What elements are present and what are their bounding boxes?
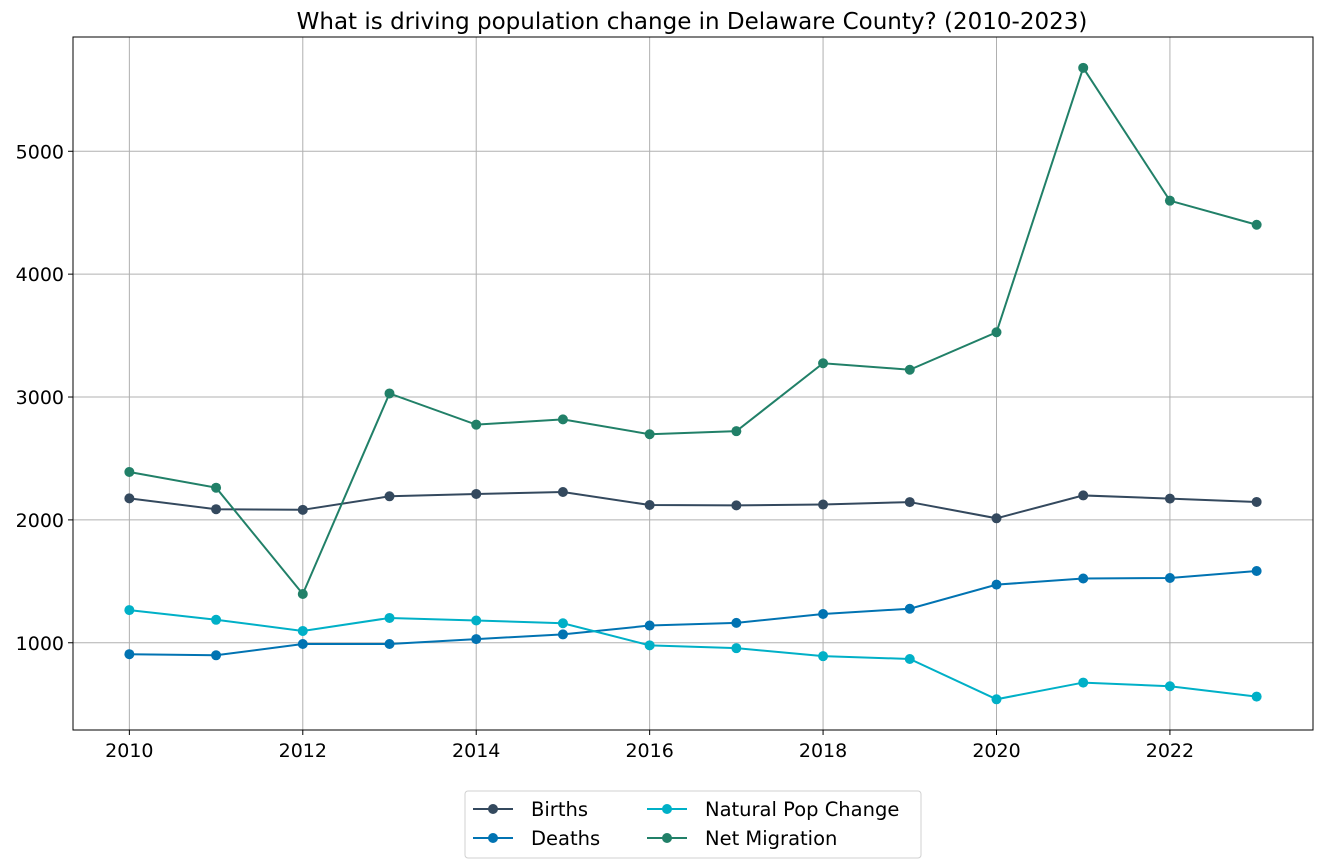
legend-label: Net Migration bbox=[705, 827, 837, 850]
data-point-net-migration bbox=[644, 429, 655, 440]
data-point-natural-pop-change bbox=[904, 653, 915, 664]
data-point-deaths bbox=[1078, 573, 1089, 584]
data-point-deaths bbox=[297, 638, 308, 649]
data-point-net-migration bbox=[471, 419, 482, 430]
data-point-deaths bbox=[1251, 566, 1262, 577]
data-point-natural-pop-change bbox=[124, 605, 135, 616]
data-point-natural-pop-change bbox=[471, 615, 482, 626]
data-point-deaths bbox=[384, 638, 395, 649]
series-line-births bbox=[129, 490, 1257, 520]
x-axis: 2010 2012 2014 2016 2018 2020 2022 bbox=[105, 730, 1194, 762]
series-line-net-migration bbox=[129, 65, 1257, 596]
data-point-deaths bbox=[471, 634, 482, 645]
data-point-deaths bbox=[731, 617, 742, 628]
series-births bbox=[124, 486, 1262, 524]
legend-label: Natural Pop Change bbox=[705, 798, 899, 821]
data-point-natural-pop-change bbox=[818, 651, 829, 662]
data-point-deaths bbox=[904, 603, 915, 614]
series-line-deaths bbox=[129, 570, 1257, 657]
data-point-natural-pop-change bbox=[1164, 681, 1175, 692]
y-tick-label: 3000 bbox=[16, 387, 64, 409]
data-point-births bbox=[471, 488, 482, 499]
data-point-births bbox=[991, 513, 1002, 524]
data-point-births bbox=[211, 504, 222, 515]
y-tick-label: 2000 bbox=[16, 510, 64, 532]
data-point-natural-pop-change bbox=[731, 643, 742, 654]
data-point-natural-pop-change bbox=[557, 618, 568, 629]
data-point-net-migration bbox=[297, 588, 308, 599]
grid bbox=[73, 37, 1313, 730]
data-point-deaths bbox=[818, 609, 829, 620]
x-tick-label: 2020 bbox=[972, 740, 1020, 762]
data-point-deaths bbox=[124, 649, 135, 660]
data-point-net-migration bbox=[384, 388, 395, 399]
data-point-net-migration bbox=[818, 358, 829, 369]
data-point-births bbox=[124, 493, 135, 504]
data-point-births bbox=[1251, 496, 1262, 507]
data-point-natural-pop-change bbox=[1078, 677, 1089, 688]
x-tick-label: 2022 bbox=[1146, 740, 1194, 762]
data-point-natural-pop-change bbox=[297, 625, 308, 636]
data-point-births bbox=[818, 499, 829, 510]
legend-item: Births bbox=[473, 798, 588, 821]
series-line-natural-pop-change bbox=[129, 609, 1257, 701]
y-tick-label: 4000 bbox=[16, 264, 64, 286]
legend-swatch-marker bbox=[662, 804, 672, 814]
data-point-net-migration bbox=[991, 327, 1002, 338]
data-point-natural-pop-change bbox=[644, 640, 655, 651]
x-tick-label: 2014 bbox=[452, 740, 500, 762]
legend-swatch-marker bbox=[662, 833, 672, 843]
data-point-births bbox=[1078, 490, 1089, 501]
legend-label: Births bbox=[531, 798, 588, 821]
data-point-net-migration bbox=[211, 482, 222, 493]
plot-frame bbox=[72, 36, 1314, 731]
data-point-births bbox=[904, 497, 915, 508]
series-net-migration bbox=[124, 62, 1262, 599]
data-point-net-migration bbox=[731, 426, 742, 437]
data-point-natural-pop-change bbox=[211, 614, 222, 625]
data-point-net-migration bbox=[557, 414, 568, 425]
chart-title: What is driving population change in Del… bbox=[297, 9, 1088, 35]
x-tick-label: 2016 bbox=[625, 740, 673, 762]
legend-item: Natural Pop Change bbox=[647, 798, 899, 821]
x-tick-label: 2010 bbox=[105, 740, 153, 762]
series-natural-pop-change bbox=[124, 605, 1262, 705]
data-point-net-migration bbox=[1164, 195, 1175, 206]
data-point-births bbox=[384, 491, 395, 502]
data-point-deaths bbox=[1164, 573, 1175, 584]
x-tick-label: 2012 bbox=[279, 740, 327, 762]
series-group bbox=[124, 62, 1262, 705]
data-point-natural-pop-change bbox=[991, 694, 1002, 705]
data-point-natural-pop-change bbox=[384, 612, 395, 623]
series-deaths bbox=[124, 566, 1262, 661]
legend-box bbox=[464, 790, 922, 859]
legend: Births Deaths Natural Pop Change Net Migrat… bbox=[464, 790, 922, 859]
y-axis: 1000 2000 3000 4000 5000 bbox=[16, 141, 73, 655]
data-point-births bbox=[644, 500, 655, 511]
x-tick-label: 2018 bbox=[799, 740, 847, 762]
data-point-births bbox=[1164, 493, 1175, 504]
legend-swatch-marker bbox=[488, 804, 498, 814]
legend-item: Deaths bbox=[473, 827, 600, 850]
data-point-births bbox=[557, 486, 568, 497]
legend-swatch-marker bbox=[488, 833, 498, 843]
data-point-net-migration bbox=[1251, 219, 1262, 230]
legend-item: Net Migration bbox=[647, 827, 837, 850]
data-point-births bbox=[731, 500, 742, 511]
data-point-births bbox=[297, 504, 308, 515]
data-point-deaths bbox=[557, 629, 568, 640]
data-point-net-migration bbox=[904, 364, 915, 375]
legend-label: Deaths bbox=[531, 827, 600, 850]
data-point-deaths bbox=[211, 650, 222, 661]
data-point-net-migration bbox=[124, 466, 135, 477]
y-tick-label: 5000 bbox=[16, 141, 64, 163]
data-point-deaths bbox=[991, 579, 1002, 590]
data-point-net-migration bbox=[1078, 62, 1089, 73]
y-tick-label: 1000 bbox=[16, 633, 64, 655]
data-point-deaths bbox=[644, 620, 655, 631]
data-point-natural-pop-change bbox=[1251, 691, 1262, 702]
